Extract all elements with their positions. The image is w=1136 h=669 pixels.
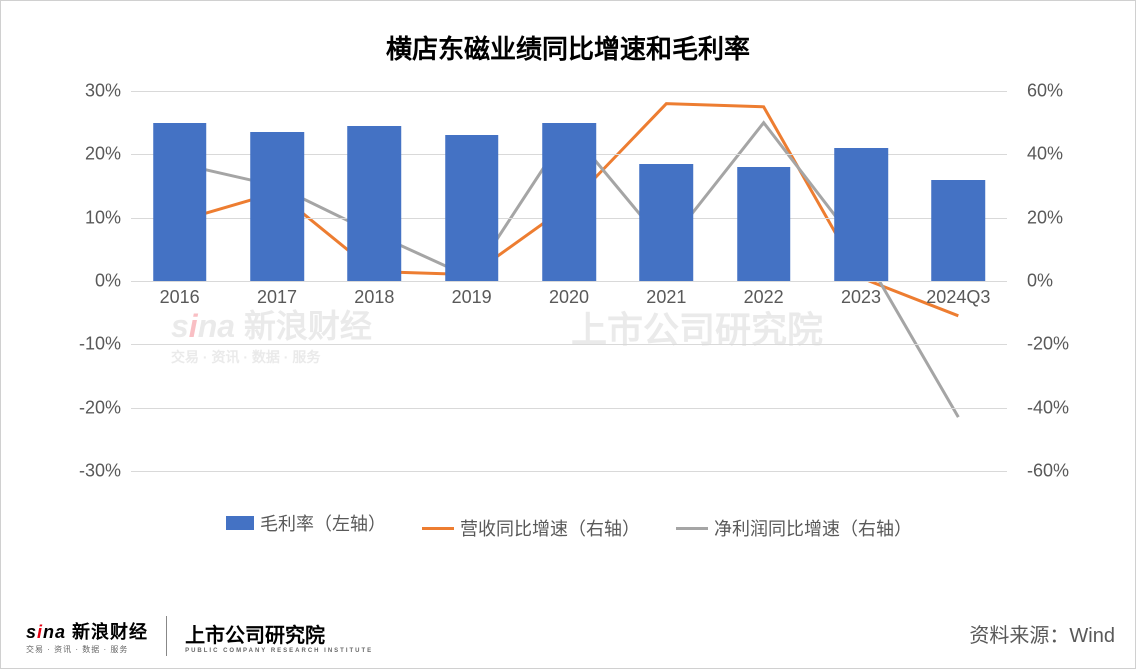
y-right-tick: 20% [1027, 207, 1087, 228]
x-tick: 2020 [549, 287, 589, 308]
bar [640, 164, 694, 281]
bar [250, 132, 304, 281]
x-tick: 2022 [744, 287, 784, 308]
x-tick: 2016 [160, 287, 200, 308]
bar [445, 135, 499, 281]
logo-block: sina 新浪财经 交易 · 资讯 · 数据 · 服务 上市公司研究院 PUBL… [26, 616, 373, 656]
legend-item: 净利润同比增速（右轴） [676, 515, 912, 541]
sina-finance-logo: sina 新浪财经 交易 · 资讯 · 数据 · 服务 [26, 618, 148, 655]
legend-label: 营收同比增速（右轴） [460, 515, 640, 541]
footer: sina 新浪财经 交易 · 资讯 · 数据 · 服务 上市公司研究院 PUBL… [1, 598, 1135, 668]
x-tick: 2023 [841, 287, 881, 308]
plot-area: sina sina 新浪财经新浪财经 交易 · 资讯 · 数据 · 服务 上市公… [131, 91, 1007, 471]
grid-line [131, 281, 1007, 282]
legend: 毛利率（左轴） 营收同比增速（右轴） 净利润同比增速（右轴） [61, 510, 1077, 542]
bar [932, 180, 986, 281]
y-right-tick: -20% [1027, 334, 1087, 355]
bar [542, 123, 596, 281]
y-left-tick: 30% [61, 81, 121, 102]
x-tick: 2017 [257, 287, 297, 308]
x-tick: 2024Q3 [926, 287, 990, 308]
bar [348, 126, 402, 281]
y-left-tick: 0% [61, 271, 121, 292]
y-left-tick: -30% [61, 461, 121, 482]
grid-line [131, 344, 1007, 345]
y-axis-left: -30%-20%-10%0%10%20%30% [61, 91, 121, 471]
grid-line [131, 471, 1007, 472]
y-right-tick: 60% [1027, 81, 1087, 102]
y-right-tick: 40% [1027, 144, 1087, 165]
legend-swatch [676, 527, 708, 530]
bar [834, 148, 888, 281]
legend-swatch [422, 527, 454, 530]
y-left-tick: -20% [61, 397, 121, 418]
y-left-tick: -10% [61, 334, 121, 355]
x-tick: 2019 [452, 287, 492, 308]
legend-swatch [226, 516, 254, 530]
legend-item: 毛利率（左轴） [226, 510, 386, 536]
bar [737, 167, 791, 281]
legend-item: 营收同比增速（右轴） [422, 515, 640, 541]
y-right-tick: -60% [1027, 461, 1087, 482]
y-left-tick: 10% [61, 207, 121, 228]
legend-label: 净利润同比增速（右轴） [714, 515, 912, 541]
legend-label: 毛利率（左轴） [260, 510, 386, 536]
bar [153, 123, 207, 281]
grid-line [131, 91, 1007, 92]
logo-divider [166, 616, 167, 656]
data-source-label: 资料来源：Wind [969, 619, 1115, 648]
chart-area: -30%-20%-10%0%10%20%30% -60%-40%-20%0%20… [61, 91, 1077, 521]
y-right-tick: 0% [1027, 271, 1087, 292]
x-tick: 2021 [646, 287, 686, 308]
chart-container: 横店东磁业绩同比增速和毛利率 -30% -20% -10% 0% 10% 20% 30% -… [0, 0, 1136, 669]
institute-logo: 上市公司研究院 PUBLIC COMPANY RESEARCH INSTITUT… [185, 619, 373, 654]
y-axis-right: -60%-40%-20%0%20%40%60% [1017, 91, 1077, 471]
y-left-tick: 20% [61, 144, 121, 165]
y-right-tick: -40% [1027, 397, 1087, 418]
x-tick: 2018 [354, 287, 394, 308]
chart-title: 横店东磁业绩同比增速和毛利率 [1, 1, 1135, 66]
grid-line [131, 408, 1007, 409]
